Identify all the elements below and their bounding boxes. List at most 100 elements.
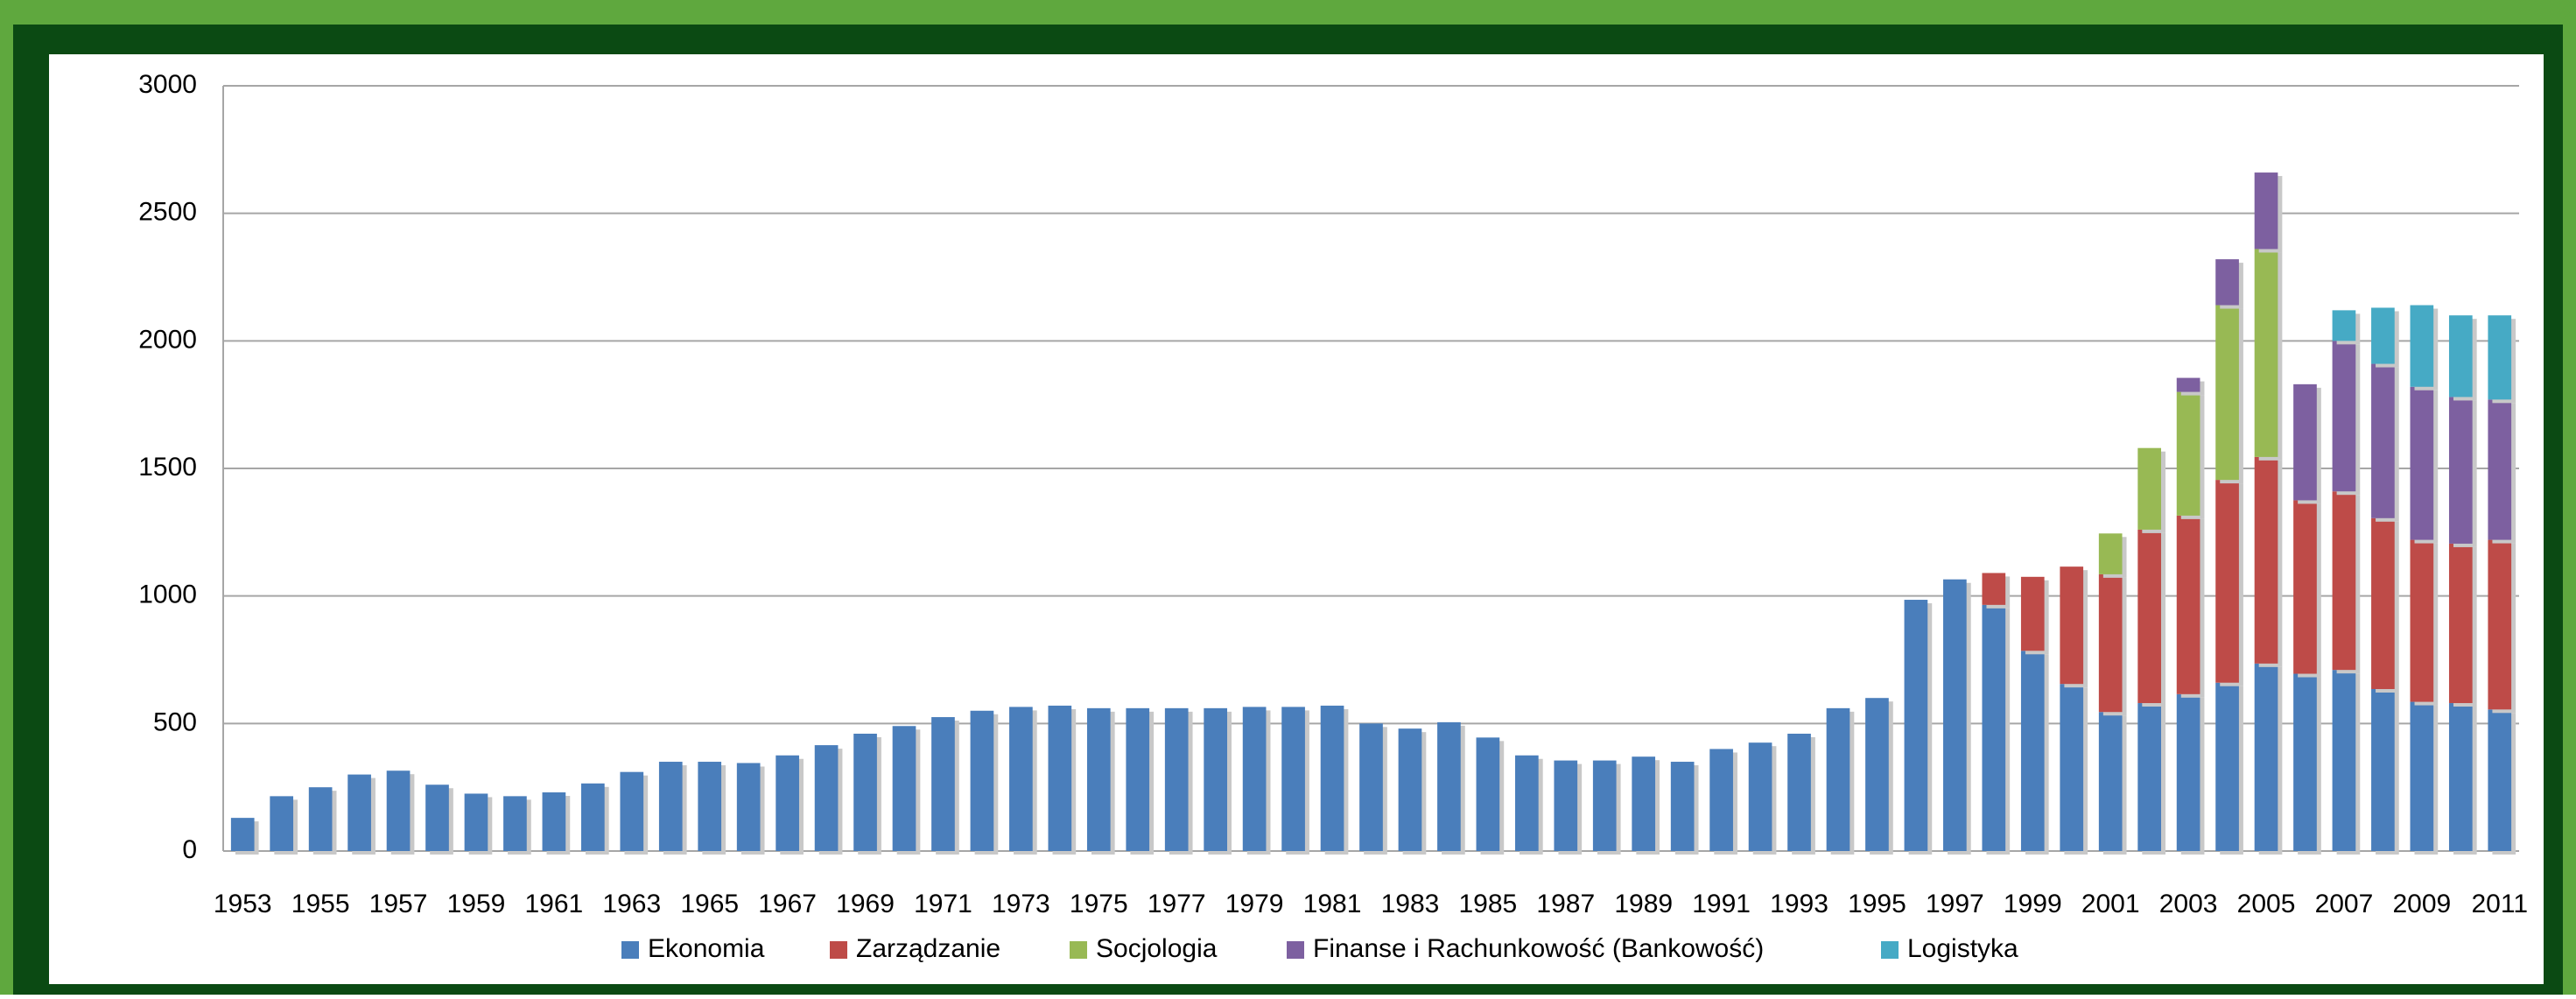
x-tick-label: 1971 [914,890,972,918]
bar [1826,707,1850,851]
x-tick-label: 1973 [992,890,1050,918]
bar [1281,707,1305,851]
bar [2176,693,2200,851]
x-tick-label: 1991 [1692,890,1751,918]
bar [1320,705,1344,851]
bar [2137,703,2161,851]
bar [658,762,683,851]
bar [2332,670,2356,851]
bar [2332,491,2356,671]
bar [2410,539,2434,702]
legend-label: Finanse i Rachunkowość (Bankowość) [1313,934,1764,963]
bar [2137,447,2161,530]
bar [464,793,488,851]
bar [230,818,255,851]
y-tick-label: 2000 [138,325,197,354]
bar [970,710,994,851]
bar [2098,712,2123,851]
bar [2410,701,2434,851]
x-tick-label: 1957 [369,890,428,918]
bar [892,726,916,851]
legend-label: Ekonomia [648,934,765,963]
bar [2448,397,2473,544]
legend-swatch [621,941,639,959]
y-tick-label: 1000 [138,580,197,609]
bar [776,755,799,851]
x-tick-label: 1979 [1225,890,1284,918]
bar [1476,737,1500,851]
bar [2371,517,2395,690]
bar [1204,707,1228,851]
bar [1242,707,1267,851]
bar [2488,709,2512,851]
bar [2098,533,2123,574]
bar [347,774,371,851]
x-tick-label: 1961 [525,890,584,918]
bar [1359,723,1383,851]
bar [1437,721,1461,851]
x-tick-label: 1985 [1458,890,1517,918]
bar [503,796,527,851]
bar [386,770,411,851]
x-tick-label: 1963 [602,890,661,918]
bar [1048,705,1072,851]
bar [542,791,566,851]
bar [2371,307,2395,364]
legend-label: Socjologia [1096,934,1218,963]
bar [2371,363,2395,518]
x-tick-label: 1989 [1614,890,1673,918]
legend-label: Logistyka [1907,934,2018,963]
bar [931,717,955,851]
x-tick-label: 1993 [1770,890,1828,918]
bar [2254,172,2278,250]
bar [1787,733,1811,851]
bar [1670,762,1695,851]
bar [1632,756,1656,851]
bar [2254,663,2278,851]
bar [2215,480,2239,683]
x-tick-label: 1999 [2004,890,2062,918]
x-tick-label: 1953 [214,890,272,918]
bar [2293,383,2317,501]
bar [2488,399,2512,540]
bar [2293,673,2317,851]
bar [2176,377,2200,392]
bar [736,763,761,851]
y-tick-label: 3000 [138,70,197,99]
bar [2448,703,2473,851]
bar [2060,684,2084,851]
x-tick-label: 1981 [1303,890,1362,918]
bar [2137,529,2161,704]
x-tick-label: 1987 [1536,890,1595,918]
bar [270,796,294,851]
bar [1592,760,1617,851]
bar [2254,249,2278,457]
bar [2410,386,2434,540]
bar [2410,305,2434,387]
bar [1982,604,2006,851]
bar [853,733,877,851]
y-tick-label: 2500 [138,198,197,227]
bar [1554,760,1578,851]
bar [1904,600,1928,851]
bar [308,787,333,851]
bar [425,784,449,851]
x-tick-label: 2011 [2472,890,2529,918]
y-tick-label: 1500 [138,453,197,482]
bar [1514,755,1539,851]
x-tick-label: 1983 [1381,890,1440,918]
bar [2254,456,2278,664]
legend-swatch [1881,941,1899,959]
bar [1709,749,1733,851]
x-tick-label: 2001 [2081,890,2140,918]
bar [2488,315,2512,400]
x-tick-label: 1967 [758,890,817,918]
bar [1943,579,1967,851]
bar [1865,698,1889,851]
bar [2448,543,2473,704]
bar [620,771,644,851]
x-tick-label: 1969 [836,890,895,918]
bar [2488,539,2512,710]
x-tick-label: 1955 [291,890,350,918]
